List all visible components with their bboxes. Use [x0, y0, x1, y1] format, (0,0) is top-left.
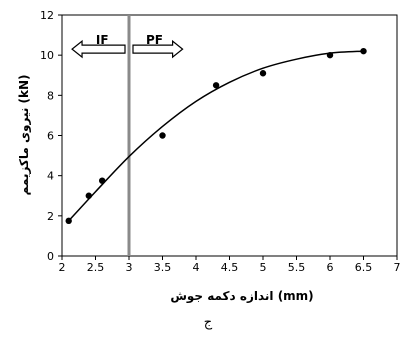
x-tick-label: 6.5 [355, 261, 373, 274]
data-point [212, 82, 220, 89]
y-tick-label: 12 [40, 9, 54, 22]
data-point [65, 217, 72, 225]
y-tick-label: 4 [47, 170, 54, 183]
data-point [99, 177, 106, 184]
y-tick-label: 2 [47, 210, 54, 223]
y-tick-label: 10 [40, 49, 54, 62]
trend-line [68, 50, 364, 222]
x-tick-label: 7 [394, 261, 401, 274]
y-axis-title: نیروی ماکزیمم (kN) [17, 74, 32, 195]
if-region-label: IF [96, 33, 109, 47]
figure-caption: ج [204, 315, 213, 330]
data-point [159, 132, 166, 139]
x-tick-label: 6 [327, 261, 334, 274]
x-axis-title: اندازه دکمه جوش (mm) [170, 289, 313, 304]
x-tick-label: 3.5 [154, 261, 172, 274]
x-tick-label: 5 [260, 261, 267, 274]
data-point [360, 47, 367, 55]
x-tick-label: 2.5 [87, 261, 105, 274]
y-tick-label: 0 [47, 250, 54, 263]
if-region-arrow [71, 39, 126, 59]
chart-marks: IF PF [65, 15, 367, 256]
pf-region-label: PF [146, 33, 163, 47]
y-tick-label: 6 [47, 130, 54, 143]
data-point [85, 192, 93, 199]
x-tick-label: 4.5 [221, 261, 239, 274]
y-tick-label: 8 [47, 89, 54, 102]
x-tick-label: 5.5 [288, 261, 306, 274]
pf-region-arrow [132, 39, 184, 59]
x-tick-label: 2 [59, 261, 66, 274]
x-tick-label: 3 [126, 261, 133, 274]
x-tick-label: 4 [193, 261, 200, 274]
data-point [259, 70, 267, 77]
data-point [326, 51, 334, 59]
